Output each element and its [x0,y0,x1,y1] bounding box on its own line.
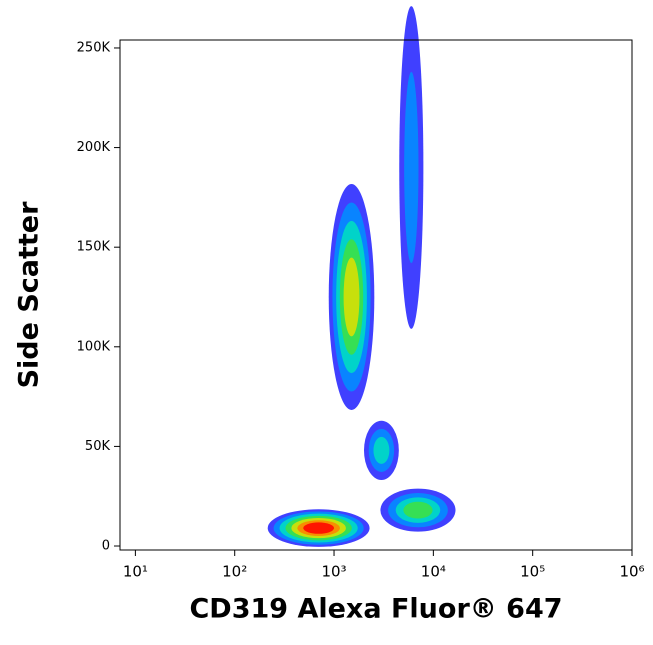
population [328,184,375,410]
y-tick-label: 250K [77,40,111,55]
population [380,488,456,532]
y-tick-label: 200K [77,140,111,155]
y-tick-label: 0 [102,539,110,554]
x-tick-label: 10¹ [123,563,148,581]
population [399,6,424,329]
x-tick-label: 10⁴ [421,563,446,581]
density-level [404,71,419,264]
x-tick-label: 10² [222,563,247,581]
y-axis-label: Side Scatter [14,201,45,389]
y-tick-label: 100K [77,339,111,354]
density-level [373,436,390,464]
x-tick-label: 10⁶ [619,563,644,581]
population [267,509,370,547]
y-tick-label: 50K [85,439,111,454]
x-tick-label: 10³ [321,563,346,581]
y-tick-label: 150K [77,240,111,255]
density-level [403,501,433,519]
density-level [343,257,360,337]
population [363,420,399,480]
density-level [303,522,335,534]
x-axis-label: CD319 Alexa Fluor® 647 [189,594,562,625]
x-tick-label: 10⁵ [520,563,545,581]
plot-frame [119,39,633,551]
